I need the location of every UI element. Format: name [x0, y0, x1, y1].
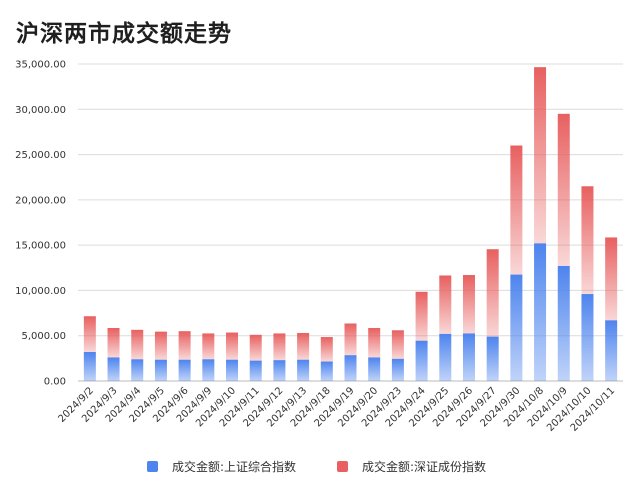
legend-swatch-red: [337, 461, 348, 472]
bar-segment-szse: [605, 237, 618, 321]
bar-segment-szse: [83, 316, 96, 353]
bar-segment-szse: [107, 328, 120, 358]
bar-segment-szse: [273, 333, 286, 361]
legend-item-sse: 成交金额:上证综合指数: [147, 458, 296, 475]
y-tick-label: 25,000.00: [15, 150, 66, 161]
bar-segment-szse: [131, 329, 144, 360]
bar-segment-sse: [154, 359, 167, 381]
y-tick-label: 15,000.00: [15, 241, 66, 252]
bar-segment-szse: [486, 249, 499, 337]
bar-segment-sse: [439, 333, 452, 381]
bar-segment-sse: [605, 320, 618, 381]
legend: 成交金额:上证综合指数 成交金额:深证成份指数: [0, 458, 640, 478]
bar-segment-sse: [226, 359, 239, 381]
bar-segment-szse: [557, 113, 570, 266]
legend-label-szse: 成交金额:深证成份指数: [362, 460, 487, 474]
bar-segment-szse: [226, 332, 239, 360]
bar-segment-sse: [273, 360, 286, 381]
bar-segment-szse: [202, 333, 215, 360]
y-tick-label: 20,000.00: [15, 195, 66, 206]
y-tick-label: 5,000.00: [21, 331, 66, 342]
bar-segment-sse: [297, 359, 310, 381]
bar-segment-sse: [391, 358, 404, 381]
bar-segment-sse: [320, 361, 333, 381]
bar-segment-sse: [368, 357, 381, 381]
legend-item-szse: 成交金额:深证成份指数: [337, 458, 486, 475]
bar-segment-szse: [581, 186, 594, 295]
legend-label-sse: 成交金额:上证综合指数: [172, 460, 297, 474]
bar-segment-sse: [83, 352, 96, 381]
bar-segment-sse: [202, 359, 215, 381]
bar-segment-sse: [344, 355, 357, 381]
bar-segment-szse: [462, 275, 475, 334]
bar-segment-szse: [368, 328, 381, 358]
bar-segment-sse: [462, 333, 475, 381]
bar-segment-sse: [486, 336, 499, 381]
y-tick-label: 10,000.00: [15, 286, 66, 297]
bar-segment-szse: [320, 337, 333, 362]
bar-segment-szse: [439, 275, 452, 334]
bar-segment-szse: [344, 323, 357, 356]
chart-title: 沪深两市成交额走势: [16, 21, 232, 47]
bar-segment-sse: [415, 340, 428, 381]
y-tick-label: 35,000.00: [15, 60, 66, 71]
bar-segment-sse: [557, 265, 570, 381]
y-tick-label: 30,000.00: [15, 105, 66, 116]
bar-segment-szse: [415, 291, 428, 341]
bar-segment-szse: [154, 331, 167, 360]
bar-segment-sse: [534, 243, 547, 381]
bar-segment-sse: [178, 359, 191, 381]
bar-segment-szse: [391, 330, 404, 359]
bar-segment-sse: [249, 360, 262, 381]
bar-segment-sse: [581, 294, 594, 381]
bar-segment-szse: [534, 67, 547, 244]
bar-segment-sse: [510, 274, 523, 381]
y-tick-label: 0.00: [44, 377, 66, 388]
bar-segment-sse: [131, 359, 144, 381]
legend-swatch-blue: [147, 461, 158, 472]
bar-segment-sse: [107, 357, 120, 381]
bar-segment-szse: [249, 334, 262, 361]
bar-segment-szse: [297, 332, 310, 360]
bar-segment-szse: [510, 145, 523, 275]
bar-segment-szse: [178, 331, 191, 360]
